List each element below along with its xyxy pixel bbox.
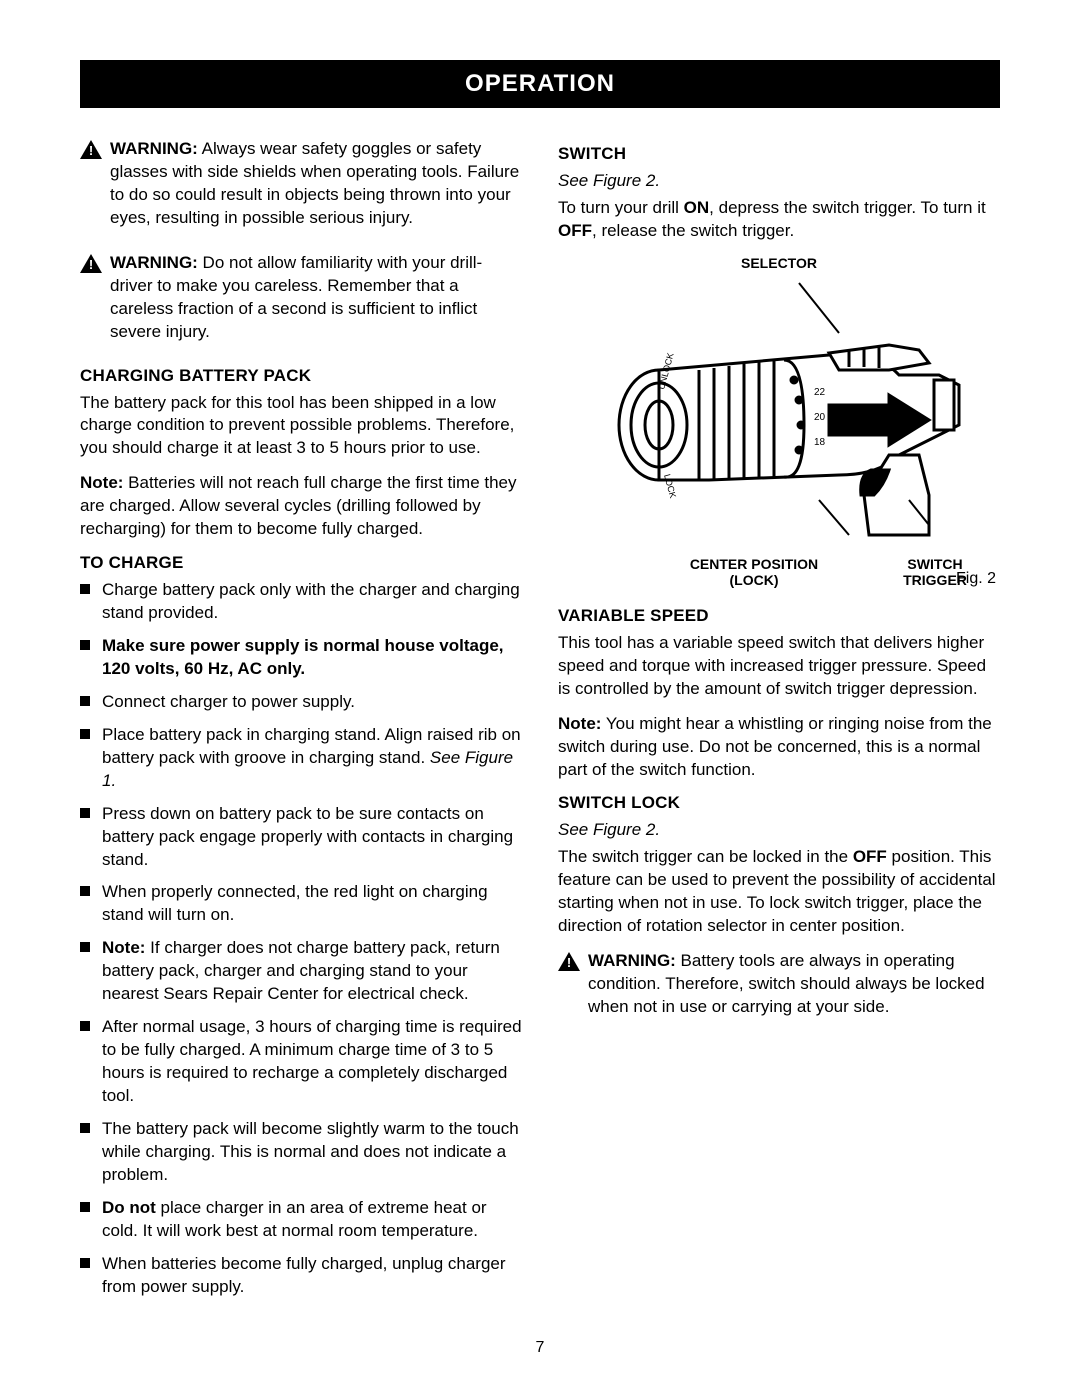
- list-item: Press down on battery pack to be sure co…: [80, 803, 522, 872]
- heading-charging: CHARGING BATTERY PACK: [80, 366, 522, 386]
- list-item: When properly connected, the red light o…: [80, 881, 522, 927]
- tocharge-list: Charge battery pack only with the charge…: [80, 579, 522, 1298]
- warning-triangle-icon: [80, 140, 102, 159]
- section-title: OPERATION: [80, 60, 1000, 108]
- heading-variable-speed: VARIABLE SPEED: [558, 606, 1000, 626]
- para-switch-lock: The switch trigger can be locked in the …: [558, 846, 1000, 938]
- heading-tocharge: TO CHARGE: [80, 553, 522, 573]
- warning-1: WARNING: Always wear safety goggles or s…: [80, 138, 522, 230]
- heading-switch: SWITCH: [558, 144, 1000, 164]
- para-charging: The battery pack for this tool has been …: [80, 392, 522, 461]
- drill-illustration: 22 20 18: [589, 275, 969, 545]
- heading-switch-lock: SWITCH LOCK: [558, 793, 1000, 813]
- left-column: WARNING: Always wear safety goggles or s…: [80, 138, 522, 1308]
- label-center-position: CENTER POSITION (LOCK): [568, 556, 880, 588]
- page-number: 7: [0, 1339, 1080, 1357]
- para-variable-speed: This tool has a variable speed switch th…: [558, 632, 1000, 701]
- para-variable-note: Note: You might hear a whistling or ring…: [558, 713, 1000, 782]
- warning-1-text: WARNING: Always wear safety goggles or s…: [110, 138, 522, 230]
- list-item: When batteries become fully charged, unp…: [80, 1253, 522, 1299]
- list-item: Place battery pack in charging stand. Al…: [80, 724, 522, 793]
- svg-text:22: 22: [814, 387, 826, 398]
- warning-2: WARNING: Do not allow familiarity with y…: [80, 252, 522, 344]
- warning-3-text: WARNING: Battery tools are always in ope…: [588, 950, 1000, 1019]
- list-item: Note: If charger does not charge battery…: [80, 937, 522, 1006]
- list-item: Charge battery pack only with the charge…: [80, 579, 522, 625]
- warning-3: WARNING: Battery tools are always in ope…: [558, 950, 1000, 1019]
- right-column: SWITCH See Figure 2. To turn your drill …: [558, 138, 1000, 1308]
- warning-2-text: WARNING: Do not allow familiarity with y…: [110, 252, 522, 344]
- warning-triangle-icon: [558, 952, 580, 971]
- label-selector: SELECTOR: [558, 255, 1000, 271]
- para-switch: To turn your drill ON, depress the switc…: [558, 197, 1000, 243]
- figure-2: SELECTOR: [558, 255, 1000, 588]
- list-item: Make sure power supply is normal house v…: [80, 635, 522, 681]
- svg-text:18: 18: [814, 437, 826, 448]
- warning-triangle-icon: [80, 254, 102, 273]
- svg-text:20: 20: [814, 412, 826, 423]
- list-item: Do not place charger in an area of extre…: [80, 1197, 522, 1243]
- two-column-layout: WARNING: Always wear safety goggles or s…: [80, 138, 1000, 1308]
- see-figure-2-b: See Figure 2.: [558, 819, 1000, 842]
- list-item: Connect charger to power supply.: [80, 691, 522, 714]
- list-item: The battery pack will become slightly wa…: [80, 1118, 522, 1187]
- para-charging-note: Note: Batteries will not reach full char…: [80, 472, 522, 541]
- list-item: After normal usage, 3 hours of charging …: [80, 1016, 522, 1108]
- see-figure-2-a: See Figure 2.: [558, 170, 1000, 193]
